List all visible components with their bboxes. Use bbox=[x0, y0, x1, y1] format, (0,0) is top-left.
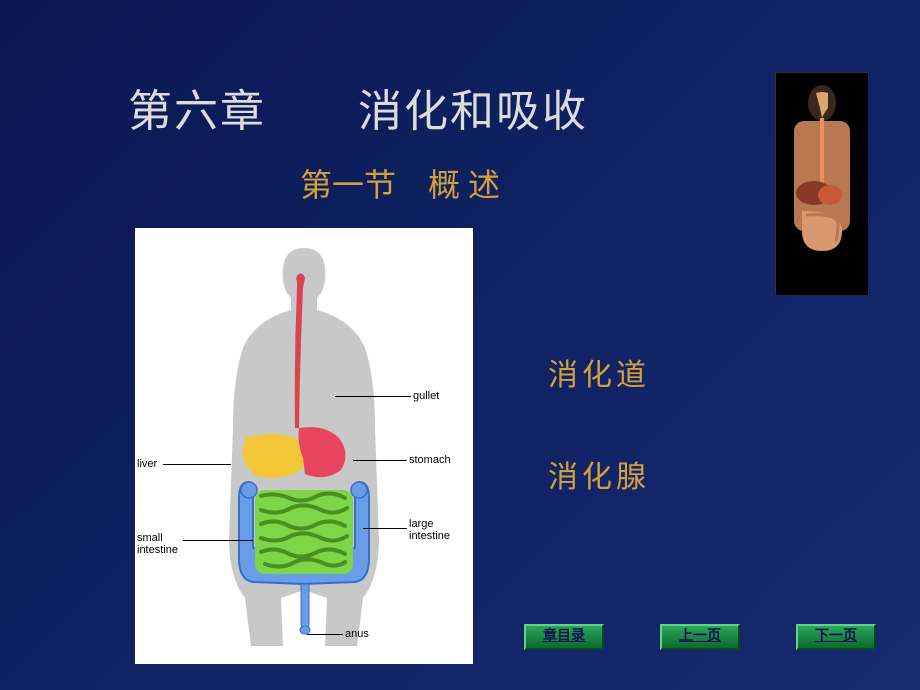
label-gullet: gullet bbox=[413, 390, 439, 402]
label-liver: liver bbox=[137, 458, 157, 470]
anus-organ bbox=[301, 584, 309, 630]
side-text-digestive-tract: 消化道 bbox=[548, 350, 650, 394]
body-silhouette bbox=[185, 238, 423, 654]
prev-button[interactable]: 上一页 bbox=[660, 624, 740, 650]
section-title: 第一节 概 述 bbox=[300, 160, 500, 206]
label-stomach: stomach bbox=[409, 454, 451, 466]
label-line bbox=[307, 634, 343, 635]
next-button[interactable]: 下一页 bbox=[796, 624, 876, 650]
liver-organ bbox=[243, 434, 307, 478]
anatomy-thumbnail bbox=[775, 72, 867, 294]
label-line bbox=[183, 540, 253, 541]
digestive-diagram: gullet liver stomach small intestine lar… bbox=[135, 228, 473, 664]
side-text-digestive-gland: 消化腺 bbox=[548, 452, 650, 496]
label-large-intestine: large intestine bbox=[409, 518, 450, 542]
label-line bbox=[353, 460, 407, 461]
chapter-title: 第六章 消化和吸收 bbox=[128, 75, 588, 139]
label-anus: anus bbox=[345, 628, 369, 640]
label-small-intestine: small intestine bbox=[137, 532, 178, 556]
label-line bbox=[163, 464, 231, 465]
label-line bbox=[363, 528, 407, 529]
small-intestine-organ bbox=[255, 490, 353, 574]
label-line bbox=[335, 396, 411, 397]
toc-button[interactable]: 章目录 bbox=[524, 624, 604, 650]
